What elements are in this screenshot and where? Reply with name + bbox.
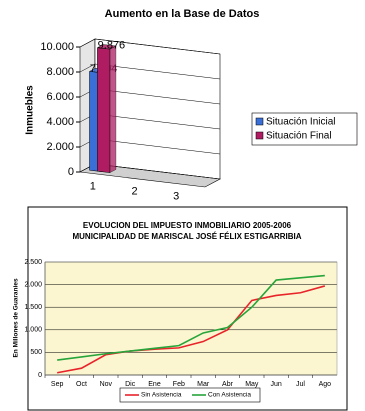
y-tick-label: 4.000 bbox=[46, 116, 74, 128]
y-tick-label: 500 bbox=[30, 349, 42, 356]
y-tick-label: 8.000 bbox=[46, 66, 74, 78]
x-tick-label: Abr bbox=[222, 381, 234, 388]
x-tick-label: Oct bbox=[76, 381, 87, 388]
legend-label: Con Asistencia bbox=[208, 392, 251, 399]
bar bbox=[97, 47, 111, 173]
plot-area bbox=[45, 262, 337, 375]
legend-swatch bbox=[255, 117, 264, 126]
y-tick-label: 1.500 bbox=[24, 304, 42, 311]
y-tick-label: 0 bbox=[68, 166, 74, 178]
legend-box bbox=[119, 387, 261, 403]
x-tick-label: Ago bbox=[319, 381, 332, 388]
legend-label: Situación Final bbox=[266, 131, 332, 142]
legend-label: Sin Asistencia bbox=[141, 392, 182, 399]
x-tick-label: 2 bbox=[131, 185, 137, 197]
grid-line bbox=[79, 38, 221, 55]
y-axis-label: Inmuebles bbox=[25, 85, 36, 135]
x-tick-label: May bbox=[245, 381, 259, 388]
x-tick-label: Dic bbox=[125, 381, 136, 388]
x-tick-label: Ene bbox=[148, 381, 161, 388]
value-label: 9.876 bbox=[98, 39, 126, 51]
y-tick-label: 1.000 bbox=[24, 327, 42, 334]
legend-label: Situación Inicial bbox=[266, 117, 335, 128]
x-tick-label: 3 bbox=[173, 190, 179, 202]
legend-swatch bbox=[255, 131, 264, 140]
x-tick-label: Nov bbox=[100, 381, 113, 388]
x-tick-label: Jun bbox=[271, 381, 282, 388]
x-tick-label: Feb bbox=[173, 381, 185, 388]
y-tick-label: 6.000 bbox=[46, 91, 74, 103]
line bbox=[57, 285, 326, 374]
bar-side bbox=[109, 45, 117, 174]
y-tick-label: 10.000 bbox=[40, 41, 74, 53]
chart-title: EVOLUCION DEL IMPUESTO INMOBILIARIO 2005… bbox=[83, 221, 292, 230]
chart-subtitle: MUNICIPALIDAD DE MARISCAL JOSÉ FÉLIX EST… bbox=[72, 232, 301, 241]
x-tick-label: Mar bbox=[197, 381, 210, 388]
y-axis-label: En Millones de Guaranies bbox=[13, 278, 20, 357]
chart-title: Aumento en la Base de Datos bbox=[105, 8, 260, 20]
y-tick-label: 2.000 bbox=[46, 141, 74, 153]
line bbox=[57, 274, 325, 361]
x-tick-label: 1 bbox=[90, 180, 96, 192]
x-tick-label: Sep bbox=[51, 381, 64, 388]
y-tick-label: 2.500 bbox=[24, 259, 42, 266]
legend-box bbox=[251, 112, 358, 146]
x-tick-label: Jul bbox=[296, 381, 305, 388]
y-tick-label: 2.000 bbox=[24, 281, 42, 288]
y-tick-label: 0 bbox=[38, 372, 42, 379]
grid-line bbox=[79, 63, 221, 80]
